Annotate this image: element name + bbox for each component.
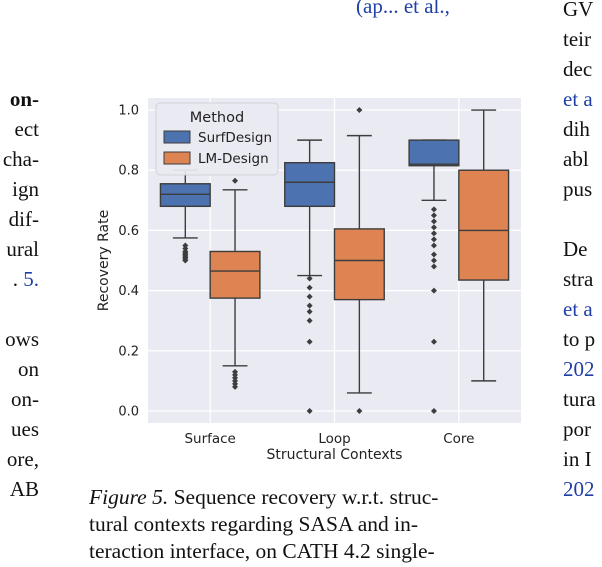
box-surfdesign-loop — [284, 161, 336, 208]
right-column-line: pus — [563, 177, 593, 201]
box-plot-chart: 0.0 0.2 0.4 0.6 0.8 1.0 Surface Loop Core Structu… — [96, 98, 521, 463]
left-column-line — [0, 54, 39, 84]
outlier-point — [232, 380, 239, 387]
left-column-line: ign — [12, 177, 39, 201]
outlier-point — [430, 242, 437, 249]
outlier-point — [306, 302, 313, 309]
outlier-point — [356, 407, 363, 414]
outlier-point — [306, 407, 313, 414]
outlier-point — [182, 242, 189, 249]
y-tick-label: 0.0 — [118, 404, 139, 419]
outlier-point — [306, 293, 313, 300]
right-column-line: et a — [563, 87, 593, 111]
left-column-line: on — [18, 357, 39, 381]
outlier-point — [430, 236, 437, 243]
outlier-point — [182, 257, 189, 264]
outlier-point — [306, 275, 313, 282]
right-column-text-fragments: GV teir dec et a dih abl pus De stra et a to p 202 t… — [563, 0, 602, 504]
outlier-point — [430, 257, 437, 264]
y-axis-label: Recovery Rate — [96, 210, 112, 311]
right-column-line: et a — [563, 297, 593, 321]
x-axis-label: Structural Contexts — [267, 447, 403, 463]
legend-title: Method — [190, 110, 244, 126]
outlier-point — [232, 374, 239, 381]
left-column-line: . 5. — [12, 267, 39, 291]
left-column-line — [0, 24, 39, 54]
left-column-line: on- — [11, 387, 39, 411]
outlier-point — [430, 263, 437, 270]
x-tick-label: Core — [443, 431, 474, 447]
outlier-point — [306, 284, 313, 291]
outlier-point — [430, 212, 437, 219]
left-column-line: ues — [11, 417, 39, 441]
left-column-line: on- — [9, 87, 39, 111]
y-tick-label: 0.6 — [118, 224, 139, 239]
left-column-line: cha- — [2, 147, 39, 171]
caption-line: Sequence recovery w.r.t. struc- — [168, 485, 439, 509]
right-column-line: 202 — [563, 477, 595, 501]
outlier-point — [430, 206, 437, 213]
outlier-point — [232, 371, 239, 378]
left-column-text-fragments: on-ect cha-ign dif-ural . 5. ows on on-ues ore,… — [0, 0, 46, 504]
legend-swatch-lm-design — [163, 151, 191, 165]
box-lm-design-surface — [209, 250, 261, 299]
box-lm-design-core — [458, 169, 510, 281]
outlier-point — [232, 377, 239, 384]
outlier-point — [232, 383, 239, 390]
outlier-point — [182, 245, 189, 252]
right-column-line: tura — [563, 387, 596, 411]
legend-swatch-surfdesign — [163, 130, 191, 144]
outlier-point — [232, 177, 239, 184]
y-tick-label: 0.2 — [118, 344, 139, 359]
caption-label: Figure 5. — [89, 485, 169, 509]
box-lm-design-loop — [333, 228, 385, 301]
outlier-point — [306, 317, 313, 324]
outlier-point — [430, 407, 437, 414]
y-tick-label: 1.0 — [118, 104, 139, 119]
box-surfdesign-surface — [159, 183, 211, 208]
outlier-point — [430, 218, 437, 225]
right-column-line: 202 — [563, 357, 595, 381]
right-column-line: dih — [563, 117, 590, 141]
outlier-point — [430, 338, 437, 345]
left-column-line: AB — [9, 477, 39, 501]
legend-entry: LM-Design — [198, 151, 269, 167]
right-column-line: in I — [563, 447, 592, 471]
right-column-line: De — [563, 237, 588, 261]
left-column-line: ows — [5, 327, 39, 351]
outlier-point — [306, 338, 313, 345]
y-tick-label: 0.4 — [118, 284, 139, 299]
left-column-line: ural — [6, 237, 39, 261]
left-column-line — [0, 294, 39, 324]
left-column-line: dif- — [8, 207, 39, 231]
left-column-line — [0, 0, 39, 24]
outlier-point — [430, 287, 437, 294]
top-citation-fragment: (ap... et al., — [356, 0, 450, 18]
caption-line: teraction interface, on CATH 4.2 single- — [89, 539, 435, 563]
figure-caption: Figure 5. Sequence recovery w.r.t. struc… — [89, 484, 525, 565]
outlier-point — [306, 308, 313, 315]
x-tick-label: Loop — [318, 431, 350, 447]
caption-line: tural contexts regarding SASA and in- — [89, 512, 419, 536]
legend-entry: SurfDesign — [198, 130, 272, 146]
outlier-point — [430, 224, 437, 231]
box-surfdesign-core — [408, 139, 460, 167]
right-column-line: dec — [563, 57, 593, 81]
outlier-point — [430, 251, 437, 258]
outlier-point — [356, 107, 363, 114]
right-column-line: por — [563, 417, 591, 441]
outlier-point — [430, 230, 437, 237]
left-column-line: ect — [14, 117, 39, 141]
x-tick-label: Surface — [184, 431, 235, 447]
right-column-line: GV — [563, 0, 594, 21]
left-column-line: ore, — [6, 447, 39, 471]
right-column-line: abl — [563, 147, 589, 171]
right-column-line — [563, 204, 602, 234]
right-column-line: stra — [563, 267, 594, 291]
y-tick-label: 0.8 — [118, 164, 139, 179]
outlier-point — [232, 368, 239, 375]
right-column-line: teir — [563, 27, 591, 51]
right-column-line: to p — [563, 327, 596, 351]
